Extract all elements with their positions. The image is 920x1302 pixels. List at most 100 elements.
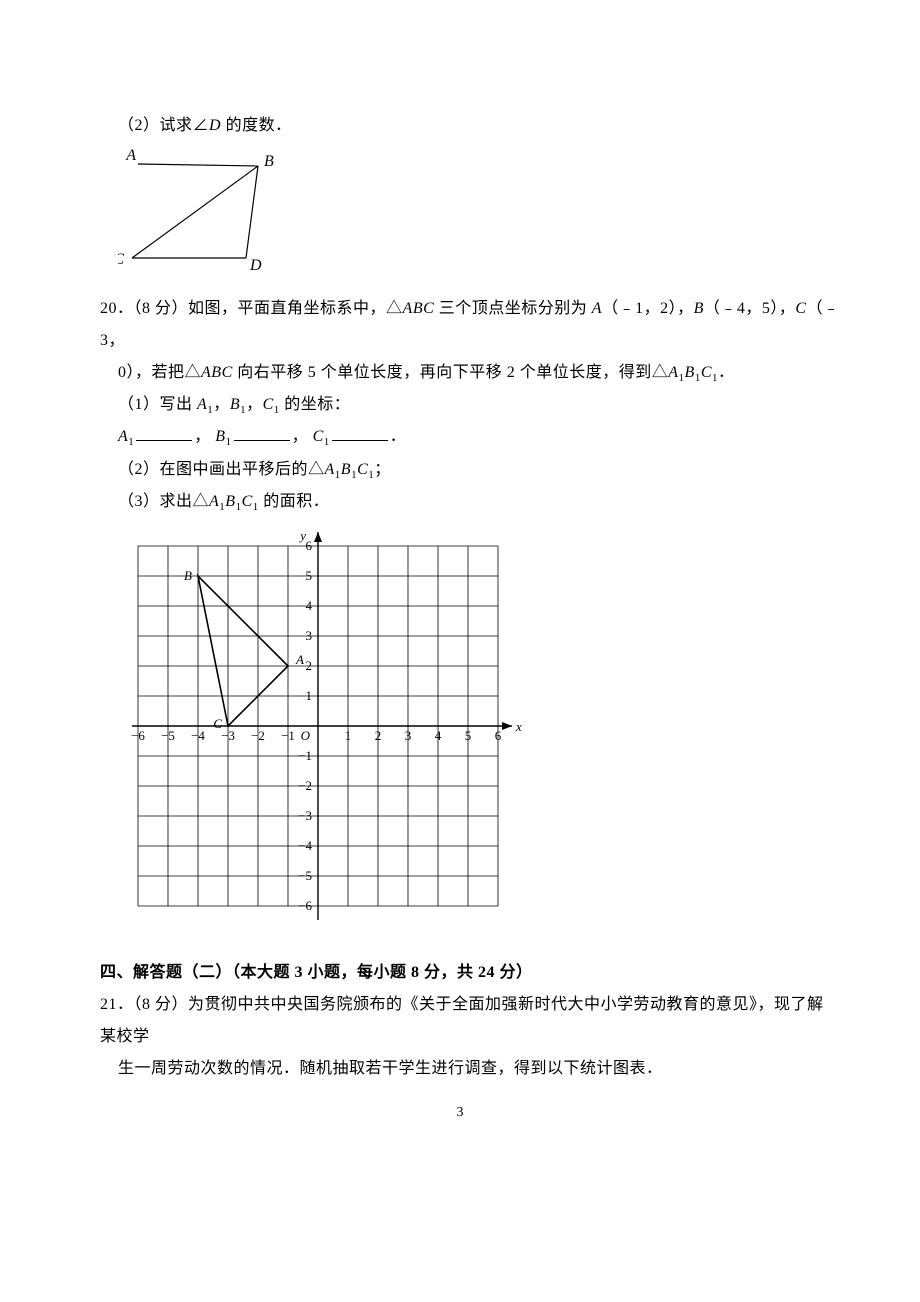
q20-as2: 1: [226, 437, 232, 449]
q20-p1sep1: ，: [213, 396, 230, 413]
q20-aC: C: [313, 428, 324, 445]
q20-points: （8 分）: [134, 300, 189, 317]
q20-p3A: A: [209, 493, 219, 510]
q20-p2tail: ；: [374, 461, 391, 478]
svg-text:4: 4: [435, 728, 442, 743]
q20-num: 20．: [100, 300, 134, 317]
q21-line1: 21．（8 分）为贯彻中共中央国务院颁布的《关于全面加强新时代大中小学劳动教育的…: [100, 989, 840, 1053]
svg-text:−6: −6: [298, 898, 312, 913]
q20-p1sep2: ，: [246, 396, 263, 413]
q19-p2-text: （2）试求∠: [118, 117, 209, 134]
svg-text:y: y: [298, 528, 306, 543]
svg-text:C: C: [118, 251, 124, 268]
q20-sep1: ，: [677, 300, 694, 317]
q20-l2A1: A: [668, 364, 678, 381]
q19-p2-tail: 的度数．: [221, 117, 292, 134]
q20-p1lead: （1）写出: [118, 396, 197, 413]
blank-C1[interactable]: [332, 425, 388, 441]
trapezoid-svg: ABCD: [118, 148, 288, 278]
q20-figure: −6−5−4−3−2−1123456123456−1−2−3−4−5−6OxyA…: [118, 526, 840, 941]
svg-text:5: 5: [465, 728, 472, 743]
q21-l2: 生一周劳动次数的情况．随机抽取若干学生进行调查，得到以下统计图表．: [118, 1060, 663, 1077]
q20-aA: A: [118, 428, 128, 445]
section4-heading: 四、解答题（二）（本大题 3 小题，每小题 8 分，共 24 分）: [100, 957, 840, 989]
q20-Albl: A: [592, 300, 602, 317]
q21-l1: 为贯彻中共中央国务院颁布的《关于全面加强新时代大中小学劳动教育的意见》，现了解某…: [100, 996, 824, 1045]
q20-p1A: A: [197, 396, 207, 413]
blank-B1[interactable]: [234, 425, 290, 441]
q20-p1B: B: [230, 396, 240, 413]
q20-aB: B: [215, 428, 225, 445]
svg-text:3: 3: [306, 628, 313, 643]
svg-text:B: B: [184, 568, 192, 583]
svg-text:C: C: [213, 716, 222, 731]
q20-l2B1: B: [685, 364, 695, 381]
svg-text:−4: −4: [298, 838, 312, 853]
q19-p2-var: D: [209, 117, 221, 134]
q20-p3tail: 的面积．: [259, 493, 330, 510]
q20-Clbl: C: [795, 300, 806, 317]
q20-as3: 1: [324, 437, 330, 449]
q20-sep2: ，: [779, 300, 796, 317]
svg-text:−3: −3: [298, 808, 312, 823]
q19-figure: ABCD: [118, 148, 840, 283]
svg-text:6: 6: [306, 538, 313, 553]
svg-text:O: O: [301, 728, 311, 743]
q20-l2b: 向右平移 5 个单位长度，再向下平移 2 个单位长度，得到△: [233, 364, 669, 381]
q20-p3lead: （3）求出△: [118, 493, 209, 510]
q20-p3: （3）求出△A1B1C1 的面积．: [100, 486, 840, 518]
q20-p2lead: （2）在图中画出平移后的△: [118, 461, 325, 478]
svg-text:−2: −2: [298, 778, 312, 793]
svg-text:−1: −1: [298, 748, 312, 763]
svg-text:−3: −3: [221, 728, 235, 743]
q20-as1: 1: [128, 437, 134, 449]
q20-p2A: A: [325, 461, 335, 478]
q20-asep2: ，: [292, 428, 309, 445]
q20-p1tail: 的坐标：: [280, 396, 351, 413]
q20-l2abc: ABC: [201, 364, 233, 381]
svg-text:1: 1: [345, 728, 352, 743]
q20-Blbl: B: [694, 300, 704, 317]
q20-p1C: C: [263, 396, 274, 413]
svg-text:−2: −2: [251, 728, 265, 743]
q19-part2: （2）试求∠D 的度数．: [100, 110, 840, 142]
q20-answers: A1， B1， C1．: [100, 421, 840, 453]
q20-aperiod: ．: [390, 428, 407, 445]
q20-p2: （2）在图中画出平移后的△A1B1C1；: [100, 454, 840, 486]
q20-p2B: B: [341, 461, 351, 478]
svg-text:4: 4: [306, 598, 313, 613]
coordinate-grid-svg: −6−5−4−3−2−1123456123456−1−2−3−4−5−6OxyA…: [118, 526, 548, 936]
svg-text:−6: −6: [131, 728, 145, 743]
page: （2）试求∠D 的度数． ABCD 20．（8 分）如图，平面直角坐标系中，△A…: [0, 0, 920, 1145]
q20-asep1: ，: [194, 428, 211, 445]
svg-text:3: 3: [405, 728, 412, 743]
svg-text:B: B: [264, 153, 274, 170]
svg-text:D: D: [249, 257, 262, 274]
svg-text:6: 6: [495, 728, 502, 743]
q20-line1: 20．（8 分）如图，平面直角坐标系中，△ABC 三个顶点坐标分别为 A（﹣1，…: [100, 293, 840, 357]
q21-points: （8 分）: [134, 996, 189, 1013]
q20-l2tail: ．: [718, 364, 735, 381]
q20-p3B: B: [225, 493, 235, 510]
svg-text:−1: −1: [281, 728, 295, 743]
svg-text:1: 1: [306, 688, 313, 703]
svg-text:5: 5: [306, 568, 313, 583]
svg-text:x: x: [515, 719, 522, 734]
svg-text:−4: −4: [191, 728, 205, 743]
q20-p2C: C: [357, 461, 368, 478]
q20-stem1b: 三个顶点坐标分别为: [434, 300, 592, 317]
q20-p1: （1）写出 A1，B1，C1 的坐标：: [100, 389, 840, 421]
q21-line2: 生一周劳动次数的情况．随机抽取若干学生进行调查，得到以下统计图表．: [100, 1053, 840, 1085]
svg-text:2: 2: [306, 658, 313, 673]
q20-p3C: C: [242, 493, 253, 510]
svg-text:2: 2: [375, 728, 382, 743]
q20-l2C1: C: [701, 364, 712, 381]
q20-stem1a: 如图，平面直角坐标系中，△: [188, 300, 403, 317]
svg-text:A: A: [295, 652, 304, 667]
q20-Acoord: （﹣1，2）: [602, 300, 677, 317]
q20-l2a: 0），若把△: [118, 364, 201, 381]
q20-Bcoord: （﹣4，5）: [704, 300, 779, 317]
q20-abc: ABC: [403, 300, 435, 317]
blank-A1[interactable]: [136, 425, 192, 441]
svg-text:−5: −5: [161, 728, 175, 743]
